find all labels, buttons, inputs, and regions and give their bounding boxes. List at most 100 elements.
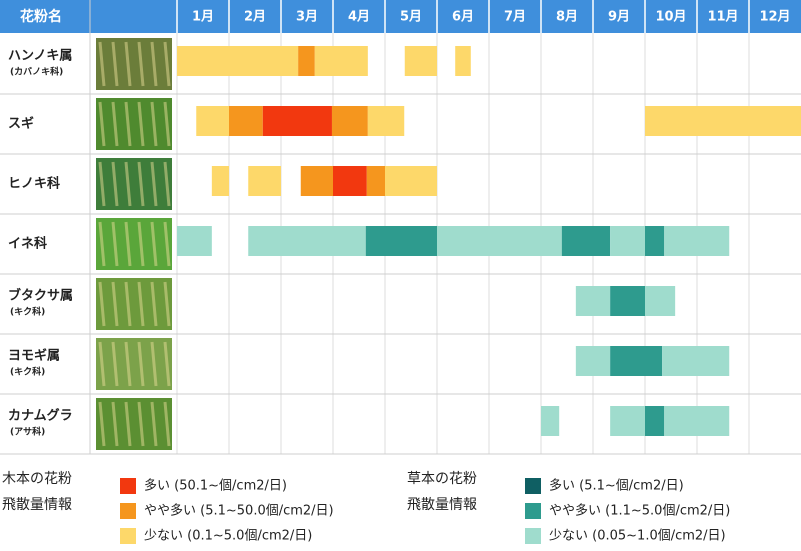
plant-name: イネ科 xyxy=(8,236,47,252)
pollen-bar xyxy=(664,406,730,436)
photo-texture xyxy=(124,281,132,327)
photo-texture xyxy=(163,41,171,87)
photo-texture xyxy=(124,401,132,447)
pollen-bar xyxy=(248,226,366,256)
pollen-bar xyxy=(610,406,645,436)
pollen-bar xyxy=(645,106,801,136)
header-title: 花粉名 xyxy=(20,8,62,25)
photo-texture xyxy=(150,41,158,87)
pollen-bar xyxy=(331,106,368,136)
legend-swatch xyxy=(525,503,541,519)
photo-texture xyxy=(150,401,158,447)
month-label: 6月 xyxy=(452,10,474,25)
legend-swatch xyxy=(120,503,136,519)
month-label: 10月 xyxy=(655,10,686,25)
pollen-photo xyxy=(96,98,172,150)
photo-texture xyxy=(111,101,119,147)
pollen-bar xyxy=(455,46,471,76)
photo-texture xyxy=(124,41,132,87)
pollen-bar xyxy=(575,286,611,316)
photo-texture xyxy=(163,101,171,147)
legend-swatch xyxy=(525,528,541,544)
pollen-photo xyxy=(96,218,172,270)
pollen-bar xyxy=(314,46,368,76)
photo-texture xyxy=(98,41,106,87)
plant-name: ヒノキ科 xyxy=(8,176,60,192)
photo-texture xyxy=(137,281,145,327)
pollen-bar xyxy=(298,46,315,76)
plant-family: (カバノキ科) xyxy=(10,66,63,78)
photo-texture xyxy=(111,41,119,87)
pollen-bar xyxy=(385,166,437,196)
pollen-bar xyxy=(211,166,229,196)
pollen-photo xyxy=(96,38,172,90)
month-label: 7月 xyxy=(504,10,526,25)
pollen-bar xyxy=(333,166,367,196)
photo-texture xyxy=(111,281,119,327)
plant-name: ブタクサ属 xyxy=(8,288,73,304)
legend-swatch xyxy=(525,478,541,494)
pollen-bar xyxy=(662,346,730,376)
month-label: 2月 xyxy=(244,10,266,25)
photo-texture xyxy=(150,101,158,147)
month-label: 1月 xyxy=(192,10,214,25)
photo-texture xyxy=(98,401,106,447)
header-bar xyxy=(0,0,801,33)
pollen-bar xyxy=(366,166,385,196)
pollen-bar xyxy=(645,406,665,436)
pollen-photo xyxy=(96,338,172,390)
pollen-bar xyxy=(196,106,229,136)
month-label: 11月 xyxy=(707,10,738,25)
photo-texture xyxy=(124,341,132,387)
plant-name: スギ xyxy=(8,116,34,132)
plant-family: (アサ科) xyxy=(10,426,45,438)
pollen-bar xyxy=(664,226,730,256)
pollen-bar xyxy=(610,226,645,256)
month-label: 5月 xyxy=(400,10,422,25)
pollen-bar xyxy=(177,46,299,76)
photo-texture xyxy=(111,401,119,447)
photo-texture xyxy=(137,341,145,387)
pollen-photo xyxy=(96,158,172,210)
legend-title: 飛散量情報 xyxy=(407,497,477,513)
legend-title: 草本の花粉 xyxy=(407,471,477,487)
legend-label: 多い (50.1~個/cm2/日) xyxy=(144,478,287,494)
plant-family: (キク科) xyxy=(10,366,45,378)
pollen-bar xyxy=(610,286,645,316)
month-label: 9月 xyxy=(608,10,630,25)
photo-texture xyxy=(124,101,132,147)
photo-texture xyxy=(137,161,145,207)
month-label: 12月 xyxy=(759,10,790,25)
pollen-bar xyxy=(610,346,663,376)
pollen-bar xyxy=(300,166,333,196)
pollen-bar xyxy=(437,226,562,256)
photo-texture xyxy=(98,161,106,207)
plant-name: ヨモギ属 xyxy=(8,348,60,364)
photo-texture xyxy=(124,221,132,267)
pollen-bar xyxy=(248,166,281,196)
pollen-bar xyxy=(177,226,212,256)
photo-texture xyxy=(98,281,106,327)
legend-label: やや多い (5.1~50.0個/cm2/日) xyxy=(144,503,334,519)
pollen-bar xyxy=(561,226,611,256)
legend-title: 木本の花粉 xyxy=(2,471,72,487)
photo-texture xyxy=(163,341,171,387)
pollen-bar xyxy=(367,106,405,136)
photo-texture xyxy=(137,101,145,147)
pollen-photo xyxy=(96,398,172,450)
photo-texture xyxy=(163,281,171,327)
pollen-bar xyxy=(262,106,332,136)
photo-texture xyxy=(98,221,106,267)
photo-texture xyxy=(150,281,158,327)
pollen-bar xyxy=(229,106,263,136)
photo-texture xyxy=(137,221,145,267)
pollen-bar xyxy=(645,226,665,256)
photo-texture xyxy=(150,161,158,207)
photo-texture xyxy=(150,221,158,267)
plant-family: (キク科) xyxy=(10,306,45,318)
month-label: 3月 xyxy=(296,10,318,25)
pollen-bar xyxy=(575,346,611,376)
pollen-bar xyxy=(365,226,437,256)
plant-name: ハンノキ属 xyxy=(8,49,72,64)
legend-title: 飛散量情報 xyxy=(2,497,72,513)
